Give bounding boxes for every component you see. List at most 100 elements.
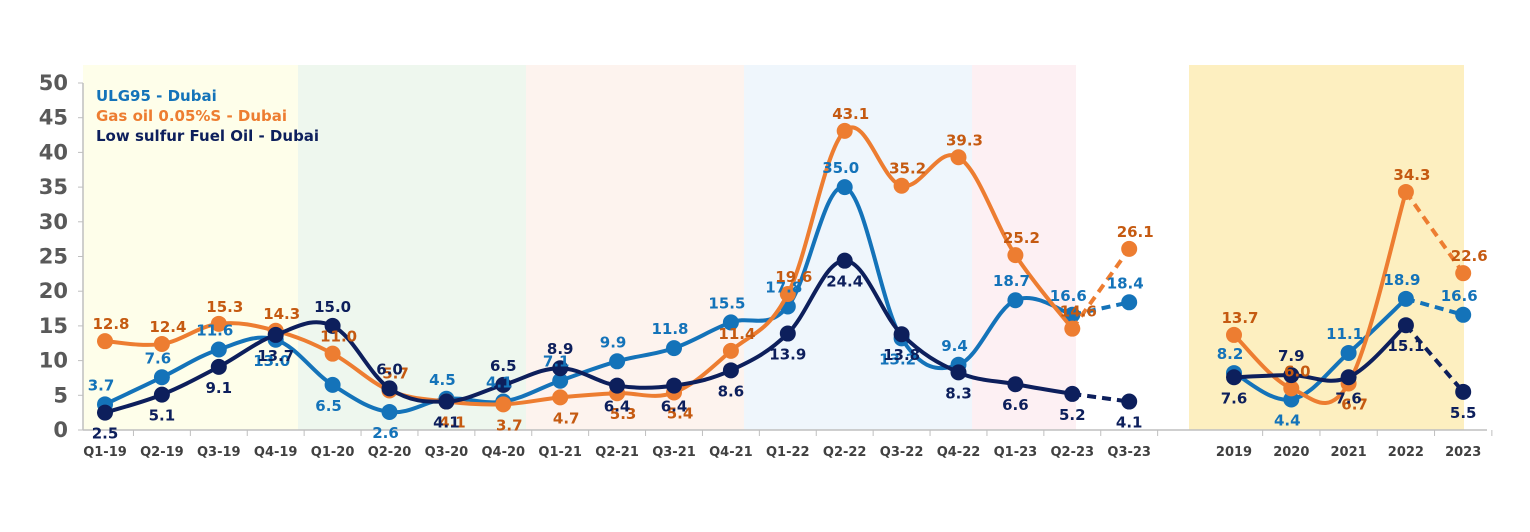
x-tick-label-q1-20: Q1-20 — [311, 445, 355, 460]
annual-point-gas-oil-0-05-s-dubai-2023 — [1455, 265, 1472, 282]
quarterly-label-gas-oil-0-05-s-dubai-q2-20: 5.7 — [382, 364, 409, 382]
quarterly-point-ulg95-dubai-q2-19 — [153, 369, 170, 386]
annual-label-gas-oil-0-05-s-dubai-2022: 34.3 — [1393, 166, 1430, 184]
quarterly-label-ulg95-dubai-q3-20: 4.5 — [429, 371, 456, 389]
quarterly-point-gas-oil-0-05-s-dubai-q1-20 — [324, 345, 341, 362]
quarterly-label-gas-oil-0-05-s-dubai-q2-21: 5.3 — [610, 405, 637, 423]
annual-label-low-sulfur-fuel-oil-dubai-2022: 15.1 — [1387, 337, 1424, 355]
background-band-5 — [972, 65, 1076, 430]
quarterly-label-gas-oil-0-05-s-dubai-q2-23: 14.6 — [1060, 303, 1097, 321]
x-tick-label-q2-20: Q2-20 — [368, 445, 412, 460]
x-tick-label-q2-23: Q2-23 — [1051, 445, 1095, 460]
quarterly-label-gas-oil-0-05-s-dubai-q3-21: 5.4 — [667, 405, 694, 423]
quarterly-label-low-sulfur-fuel-oil-dubai-q4-20: 6.5 — [490, 357, 517, 375]
quarterly-label-gas-oil-0-05-s-dubai-q4-21: 11.4 — [718, 325, 755, 343]
annual-label-ulg95-dubai-2023: 16.6 — [1441, 287, 1478, 305]
legend-entry-ulg95-dubai: ULG95 - Dubai — [96, 87, 217, 105]
quarterly-forecast-line-gas-oil-0-05-s-dubai — [1070, 247, 1131, 330]
annual-label-low-sulfur-fuel-oil-dubai-2021: 7.6 — [1335, 389, 1362, 407]
quarterly-label-ulg95-dubai-q2-19: 7.6 — [145, 349, 172, 367]
quarterly-point-low-sulfur-fuel-oil-dubai-q1-19 — [97, 404, 113, 421]
quarterly-label-gas-oil-0-05-s-dubai-q1-20: 11.0 — [320, 328, 357, 346]
quarterly-label-gas-oil-0-05-s-dubai-q1-23: 25.2 — [1003, 229, 1040, 247]
x-tick-label-q1-22: Q1-22 — [766, 445, 810, 460]
annual-label-low-sulfur-fuel-oil-dubai-2023: 5.5 — [1450, 404, 1477, 422]
x-tick-label-q3-23: Q3-23 — [1107, 445, 1151, 460]
quarterly-point-gas-oil-0-05-s-dubai-q3-23 — [1121, 240, 1138, 257]
annual-line-low-sulfur-fuel-oil-dubai — [1233, 323, 1408, 383]
quarterly-label-low-sulfur-fuel-oil-dubai-q3-21: 6.4 — [661, 398, 688, 416]
quarterly-label-ulg95-dubai-q2-20: 2.6 — [372, 424, 399, 442]
quarterly-label-low-sulfur-fuel-oil-dubai-q3-20: 4.1 — [433, 414, 460, 432]
quarterly-label-low-sulfur-fuel-oil-dubai-q3-22: 13.8 — [883, 346, 920, 364]
annual-label-ulg95-dubai-2022: 18.9 — [1383, 271, 1420, 289]
quarterly-label-low-sulfur-fuel-oil-dubai-q3-23: 4.1 — [1116, 414, 1143, 432]
quarterly-label-gas-oil-0-05-s-dubai-q3-23: 26.1 — [1117, 223, 1154, 241]
x-tick-label-q4-22: Q4-22 — [937, 445, 981, 460]
quarterly-point-low-sulfur-fuel-oil-dubai-q3-23 — [1121, 393, 1138, 410]
annual-point-gas-oil-0-05-s-dubai-2022 — [1397, 183, 1414, 200]
annual-label-low-sulfur-fuel-oil-dubai-2020: 7.9 — [1278, 347, 1305, 365]
quarterly-point-low-sulfur-fuel-oil-dubai-q4-20 — [495, 376, 512, 393]
y-tick-label-0: 0 — [53, 418, 68, 442]
x-tick-label-2021: 2021 — [1331, 445, 1367, 460]
x-tick-label-2022: 2022 — [1388, 445, 1424, 460]
annual-point-low-sulfur-fuel-oil-dubai-2020 — [1283, 367, 1300, 384]
annual-label-gas-oil-0-05-s-dubai-2021: 6.7 — [1341, 396, 1368, 414]
quarterly-label-gas-oil-0-05-s-dubai-q1-19: 12.8 — [92, 315, 129, 333]
quarterly-label-ulg95-dubai-q2-22: 35.0 — [822, 159, 859, 177]
quarterly-point-gas-oil-0-05-s-dubai-q2-22 — [836, 122, 853, 139]
quarterly-label-gas-oil-0-05-s-dubai-q4-22: 39.3 — [946, 131, 983, 149]
quarterly-point-low-sulfur-fuel-oil-dubai-q2-23 — [1064, 385, 1081, 402]
annual-point-low-sulfur-fuel-oil-dubai-2023 — [1455, 383, 1472, 400]
quarterly-point-gas-oil-0-05-s-dubai-q1-22 — [779, 285, 796, 302]
x-tick-label-q3-21: Q3-21 — [652, 445, 696, 460]
quarterly-label-ulg95-dubai-q2-21: 9.9 — [600, 333, 627, 351]
quarterly-point-ulg95-dubai-q1-20 — [324, 376, 341, 393]
quarterly-label-gas-oil-0-05-s-dubai-q2-19: 12.4 — [149, 318, 186, 336]
x-tick-label-q2-22: Q2-22 — [823, 445, 867, 460]
quarterly-point-low-sulfur-fuel-oil-dubai-q3-22 — [893, 326, 910, 343]
annual-label-low-sulfur-fuel-oil-dubai-2019: 7.6 — [1221, 389, 1248, 407]
quarterly-label-gas-oil-0-05-s-dubai-q1-21: 4.7 — [553, 409, 580, 427]
x-tick-label-q3-19: Q3-19 — [197, 445, 241, 460]
quarterly-label-ulg95-dubai-q4-21: 15.5 — [708, 294, 745, 312]
annual-forecast-line-ulg95-dubai — [1405, 296, 1464, 317]
quarterly-label-low-sulfur-fuel-oil-dubai-q1-19: 2.5 — [92, 425, 119, 443]
quarterly-label-low-sulfur-fuel-oil-dubai-q4-21: 8.6 — [718, 382, 745, 400]
quarterly-point-low-sulfur-fuel-oil-dubai-q2-19 — [153, 386, 170, 403]
annual-point-low-sulfur-fuel-oil-dubai-2019 — [1226, 369, 1242, 386]
quarterly-label-ulg95-dubai-q4-20: 4.1 — [486, 374, 513, 392]
quarterly-label-low-sulfur-fuel-oil-dubai-q2-20: 6.0 — [376, 360, 403, 378]
quarterly-point-gas-oil-0-05-s-dubai-q4-20 — [495, 396, 512, 413]
quarterly-label-ulg95-dubai-q1-20: 6.5 — [315, 397, 342, 415]
annual-point-gas-oil-0-05-s-dubai-2020 — [1283, 380, 1300, 397]
annual-line-gas-oil-0-05-s-dubai — [1232, 191, 1408, 405]
x-tick-label-q3-20: Q3-20 — [425, 445, 469, 460]
quarterly-point-gas-oil-0-05-s-dubai-q3-22 — [893, 177, 910, 194]
quarterly-label-gas-oil-0-05-s-dubai-q2-22: 43.1 — [832, 105, 869, 123]
x-tick-label-2020: 2020 — [1273, 445, 1309, 460]
quarterly-point-low-sulfur-fuel-oil-dubai-q4-19 — [267, 326, 284, 343]
annual-point-ulg95-dubai-2022 — [1397, 290, 1414, 307]
quarterly-point-low-sulfur-fuel-oil-dubai-q3-21 — [666, 377, 682, 394]
quarterly-label-low-sulfur-fuel-oil-dubai-q4-19: 13.7 — [257, 347, 294, 365]
quarterly-point-ulg95-dubai-q1-23 — [1007, 292, 1024, 309]
quarterly-label-ulg95-dubai-q1-22: 17.8 — [765, 278, 802, 296]
quarterly-point-ulg95-dubai-q3-19 — [210, 341, 227, 358]
quarterly-point-ulg95-dubai-q2-21 — [609, 353, 626, 370]
x-tick-label-q3-22: Q3-22 — [880, 445, 924, 460]
quarterly-label-gas-oil-0-05-s-dubai-q4-19: 14.3 — [263, 305, 300, 323]
annual-point-low-sulfur-fuel-oil-dubai-2021 — [1340, 369, 1357, 386]
quarterly-label-low-sulfur-fuel-oil-dubai-q2-21: 6.4 — [604, 398, 631, 416]
quarterly-point-low-sulfur-fuel-oil-dubai-q3-19 — [210, 358, 227, 375]
quarterly-point-low-sulfur-fuel-oil-dubai-q1-20 — [324, 317, 341, 334]
annual-point-ulg95-dubai-2023 — [1455, 306, 1472, 323]
quarterly-label-ulg95-dubai-q1-19: 3.7 — [88, 376, 115, 394]
quarterly-point-ulg95-dubai-q2-20 — [381, 403, 398, 420]
annual-forecast-line-gas-oil-0-05-s-dubai — [1404, 190, 1465, 275]
quarterly-point-gas-oil-0-05-s-dubai-q2-23 — [1064, 320, 1081, 337]
x-tick-label-2019: 2019 — [1216, 445, 1252, 460]
